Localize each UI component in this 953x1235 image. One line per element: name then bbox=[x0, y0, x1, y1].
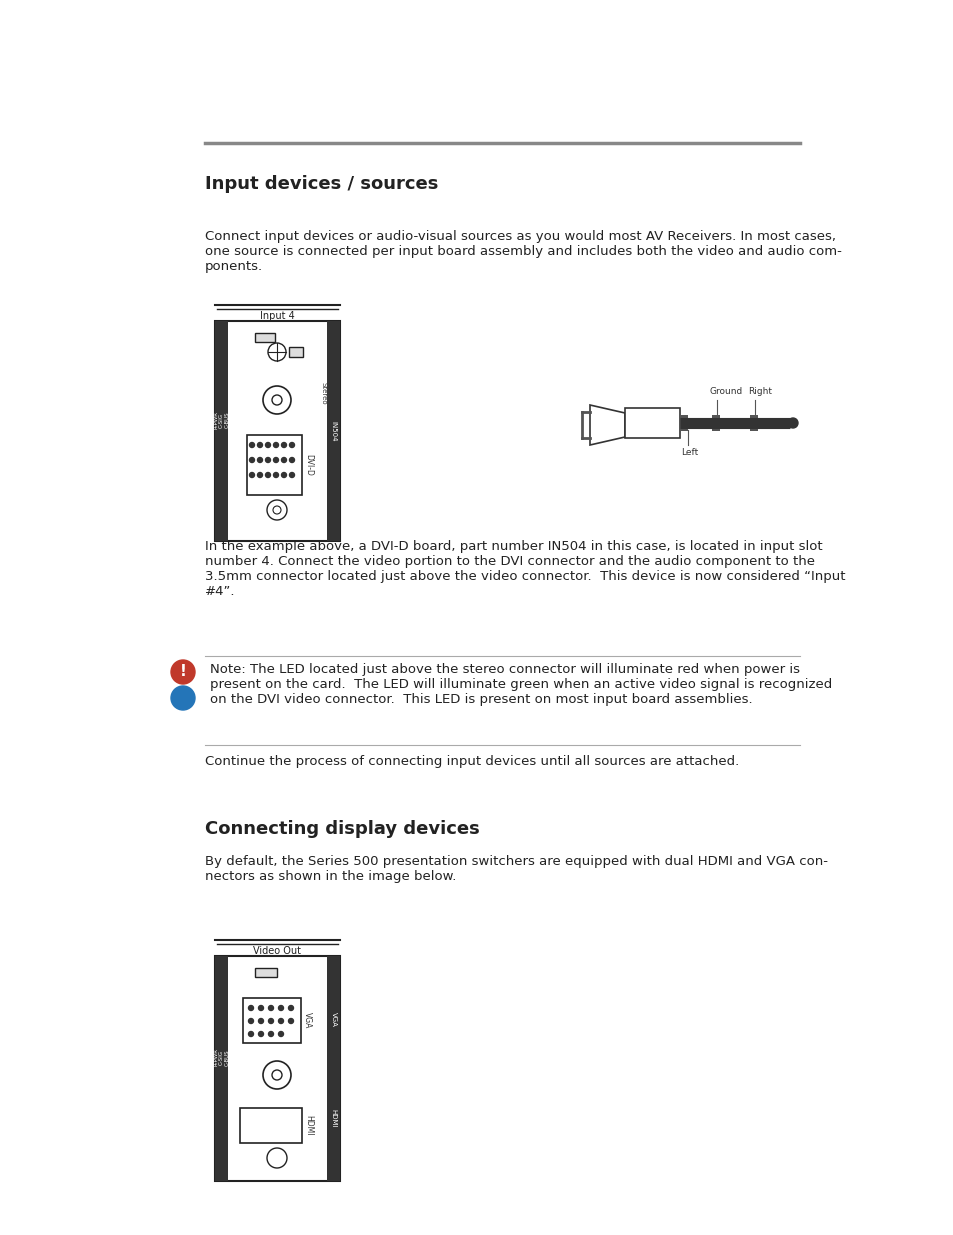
Text: In the example above, a DVI-D board, part number IN504 in this case, is located : In the example above, a DVI-D board, par… bbox=[205, 540, 844, 598]
Text: Input 4: Input 4 bbox=[260, 311, 294, 321]
Circle shape bbox=[171, 659, 194, 684]
Circle shape bbox=[250, 457, 254, 462]
Text: R-PWR
C-SIG
C-BUS: R-PWR C-SIG C-BUS bbox=[213, 1049, 230, 1066]
Text: HDMI: HDMI bbox=[304, 1115, 313, 1136]
Bar bbox=[624, 408, 679, 438]
Circle shape bbox=[171, 685, 194, 710]
Bar bbox=[214, 956, 339, 1181]
Bar bbox=[749, 415, 758, 431]
Circle shape bbox=[248, 1019, 253, 1024]
Bar bbox=[327, 321, 339, 541]
Bar bbox=[327, 956, 339, 1181]
Circle shape bbox=[265, 473, 271, 478]
Circle shape bbox=[288, 1005, 294, 1010]
Bar bbox=[243, 998, 301, 1044]
Circle shape bbox=[289, 473, 294, 478]
Text: Note: The LED located just above the stereo connector will illuminate red when p: Note: The LED located just above the ste… bbox=[210, 663, 831, 706]
Text: Right: Right bbox=[747, 387, 771, 396]
Text: Left: Left bbox=[680, 448, 698, 457]
Polygon shape bbox=[589, 405, 624, 445]
Text: VGA: VGA bbox=[330, 1011, 336, 1026]
Circle shape bbox=[265, 442, 271, 447]
Circle shape bbox=[278, 1031, 283, 1036]
Bar bbox=[711, 415, 720, 431]
Text: Ground: Ground bbox=[709, 387, 742, 396]
Circle shape bbox=[281, 473, 286, 478]
Circle shape bbox=[289, 442, 294, 447]
Circle shape bbox=[278, 1005, 283, 1010]
Bar bbox=[214, 321, 339, 541]
Text: Stereo: Stereo bbox=[320, 383, 327, 405]
Text: Connecting display devices: Connecting display devices bbox=[205, 820, 479, 839]
Text: Continue the process of connecting input devices until all sources are attached.: Continue the process of connecting input… bbox=[205, 755, 739, 768]
Bar bbox=[289, 347, 303, 357]
Circle shape bbox=[268, 1019, 274, 1024]
Circle shape bbox=[274, 473, 278, 478]
Circle shape bbox=[248, 1031, 253, 1036]
Text: R-PWR
C-SIG
C-BUS: R-PWR C-SIG C-BUS bbox=[213, 411, 230, 429]
Bar bbox=[214, 956, 228, 1181]
Bar bbox=[247, 435, 302, 495]
Circle shape bbox=[268, 1005, 274, 1010]
Circle shape bbox=[268, 1031, 274, 1036]
Text: Video Out: Video Out bbox=[253, 946, 301, 956]
Circle shape bbox=[274, 457, 278, 462]
Circle shape bbox=[281, 442, 286, 447]
Text: !: ! bbox=[179, 664, 186, 679]
Circle shape bbox=[257, 442, 262, 447]
Bar bbox=[254, 968, 276, 977]
Circle shape bbox=[258, 1031, 263, 1036]
Circle shape bbox=[278, 1019, 283, 1024]
Text: By default, the Series 500 presentation switchers are equipped with dual HDMI an: By default, the Series 500 presentation … bbox=[205, 855, 827, 883]
Circle shape bbox=[274, 442, 278, 447]
Circle shape bbox=[289, 457, 294, 462]
Text: DVI-D: DVI-D bbox=[304, 454, 313, 475]
Text: Connect input devices or audio-visual sources as you would most AV Receivers. In: Connect input devices or audio-visual so… bbox=[205, 230, 841, 273]
Text: IN504: IN504 bbox=[330, 421, 336, 441]
Circle shape bbox=[250, 473, 254, 478]
Circle shape bbox=[258, 1019, 263, 1024]
Circle shape bbox=[281, 457, 286, 462]
Circle shape bbox=[787, 417, 797, 429]
Circle shape bbox=[265, 457, 271, 462]
Bar bbox=[254, 333, 274, 342]
Bar bbox=[214, 321, 228, 541]
Circle shape bbox=[258, 1005, 263, 1010]
Text: Input devices / sources: Input devices / sources bbox=[205, 175, 438, 193]
Circle shape bbox=[257, 457, 262, 462]
Circle shape bbox=[248, 1005, 253, 1010]
Bar bbox=[679, 415, 687, 431]
Circle shape bbox=[250, 442, 254, 447]
Bar bbox=[240, 1108, 302, 1144]
Text: VGA: VGA bbox=[303, 1013, 312, 1029]
Text: HDMI: HDMI bbox=[330, 1109, 336, 1128]
Circle shape bbox=[288, 1019, 294, 1024]
Circle shape bbox=[257, 473, 262, 478]
